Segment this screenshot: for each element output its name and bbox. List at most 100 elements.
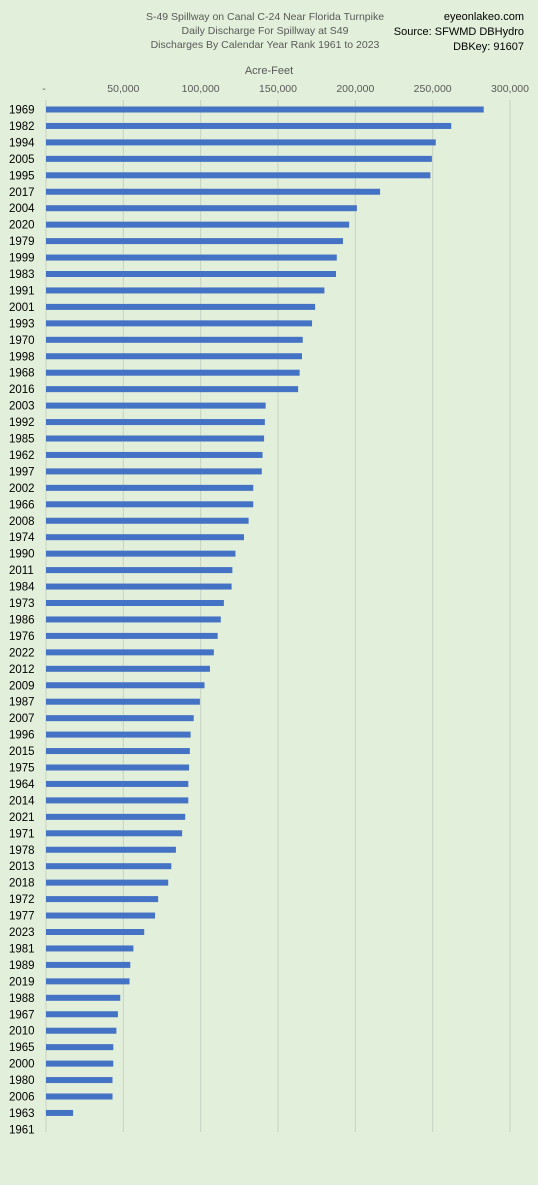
bar bbox=[46, 353, 302, 360]
bar bbox=[46, 336, 303, 343]
bar bbox=[46, 978, 130, 985]
bar bbox=[46, 863, 172, 870]
bar bbox=[46, 1093, 113, 1100]
bar bbox=[46, 813, 186, 820]
category-label: 1983 bbox=[9, 269, 35, 281]
bar bbox=[46, 830, 183, 837]
bar bbox=[46, 468, 262, 475]
category-label: 1987 bbox=[9, 697, 35, 709]
category-label: 2014 bbox=[9, 795, 35, 807]
bar bbox=[46, 1027, 117, 1034]
chart-title-line-2: Daily Discharge For Spillway at S49 bbox=[181, 25, 349, 37]
category-label: 2017 bbox=[9, 187, 35, 199]
bar bbox=[46, 435, 265, 442]
category-label: 1962 bbox=[9, 450, 35, 462]
category-label: 1965 bbox=[9, 1042, 35, 1054]
category-label: 2003 bbox=[9, 401, 35, 413]
bar bbox=[46, 534, 244, 541]
bar bbox=[46, 517, 249, 524]
bar bbox=[46, 205, 357, 212]
category-label: 2005 bbox=[9, 154, 35, 166]
bar bbox=[46, 172, 431, 179]
bar bbox=[46, 632, 218, 639]
category-label: 1981 bbox=[9, 943, 35, 955]
bar bbox=[46, 567, 233, 574]
bar bbox=[46, 929, 145, 935]
category-label: 2002 bbox=[9, 483, 35, 495]
chart-title-line-3: Discharges By Calendar Year Rank 1961 to… bbox=[150, 39, 380, 51]
category-label: 1980 bbox=[9, 1075, 35, 1087]
bar bbox=[46, 797, 189, 804]
category-label: 2023 bbox=[9, 927, 35, 939]
category-label: 2001 bbox=[9, 302, 35, 314]
category-label: 2000 bbox=[9, 1059, 35, 1071]
category-label: 2022 bbox=[9, 647, 35, 659]
bar bbox=[46, 451, 263, 458]
x-tick-label: 100,000 bbox=[182, 83, 220, 95]
bar bbox=[46, 122, 452, 129]
category-label: 1998 bbox=[9, 351, 35, 363]
bar bbox=[46, 665, 210, 672]
bar bbox=[46, 583, 232, 590]
bar bbox=[46, 731, 191, 738]
bar bbox=[46, 287, 325, 294]
category-label: 1994 bbox=[9, 137, 35, 149]
category-label: 1985 bbox=[9, 434, 35, 446]
bar bbox=[46, 912, 156, 919]
x-tick-label: 200,000 bbox=[336, 83, 374, 95]
source-info: eyeonlakeo.com Source: SFWMD DBHydro DBK… bbox=[394, 10, 524, 55]
x-tick-label: 150,000 bbox=[259, 83, 297, 95]
category-label: 1996 bbox=[9, 730, 35, 742]
category-label: 1984 bbox=[9, 582, 35, 594]
category-label: 2012 bbox=[9, 664, 35, 676]
bar bbox=[46, 1011, 118, 1018]
category-label: 2019 bbox=[9, 976, 35, 988]
category-label: 1999 bbox=[9, 253, 35, 265]
bar bbox=[46, 139, 436, 146]
bar bbox=[46, 155, 432, 162]
x-tick-label: 300,000 bbox=[491, 83, 529, 95]
bar bbox=[46, 748, 190, 755]
source-site: eyeonlakeo.com bbox=[443, 11, 524, 23]
category-label: 1990 bbox=[9, 549, 35, 561]
bar bbox=[46, 1077, 113, 1084]
category-label: 1995 bbox=[9, 170, 35, 182]
source-dbkey: DBKey: 91607 bbox=[453, 41, 524, 53]
category-label: 1973 bbox=[9, 598, 35, 610]
category-label: 2018 bbox=[9, 878, 35, 890]
bar bbox=[46, 106, 484, 113]
source-provider: Source: SFWMD DBHydro bbox=[393, 26, 524, 38]
bar bbox=[46, 188, 381, 195]
category-label: 2021 bbox=[9, 812, 35, 824]
bar bbox=[46, 1044, 114, 1051]
bar bbox=[46, 896, 159, 903]
category-label: 1989 bbox=[9, 960, 35, 972]
category-label: 1986 bbox=[9, 614, 35, 626]
bar bbox=[46, 780, 189, 787]
bar bbox=[46, 419, 265, 426]
category-label: 1963 bbox=[9, 1108, 35, 1120]
bar bbox=[46, 550, 236, 557]
bar bbox=[46, 369, 300, 376]
category-label: 1970 bbox=[9, 335, 35, 347]
bar bbox=[46, 764, 190, 771]
category-label: 1961 bbox=[9, 1124, 35, 1136]
bar bbox=[46, 945, 134, 952]
chart-title: S-49 Spillway on Canal C-24 Near Florida… bbox=[100, 10, 430, 52]
category-label: 1982 bbox=[9, 121, 35, 133]
bar bbox=[46, 1060, 114, 1067]
category-label: 2007 bbox=[9, 713, 35, 725]
category-label: 2008 bbox=[9, 516, 35, 528]
bar bbox=[46, 303, 316, 310]
bar bbox=[46, 484, 254, 491]
bar bbox=[46, 649, 214, 656]
category-label: 1967 bbox=[9, 1009, 35, 1021]
category-label: 1993 bbox=[9, 318, 35, 330]
category-label: 2006 bbox=[9, 1092, 35, 1104]
x-axis-title: Acre-Feet bbox=[244, 65, 294, 77]
bar bbox=[46, 682, 205, 689]
category-label: 1974 bbox=[9, 532, 35, 544]
category-label: 1972 bbox=[9, 894, 35, 906]
bar bbox=[46, 271, 336, 277]
category-label: 1975 bbox=[9, 763, 35, 775]
